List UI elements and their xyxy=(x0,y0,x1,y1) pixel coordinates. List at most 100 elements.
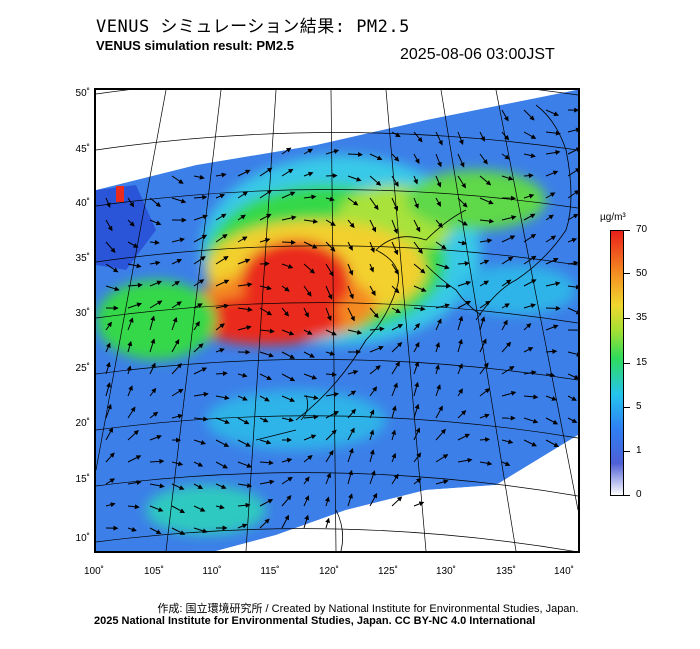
wind-arrow xyxy=(523,153,536,158)
wind-arrow xyxy=(259,479,275,485)
wind-arrow xyxy=(105,285,120,292)
wind-arrow xyxy=(369,241,375,253)
wind-arrow xyxy=(435,318,442,331)
wind-arrow xyxy=(105,403,112,419)
wind-arrow xyxy=(369,345,384,353)
wind-arrow xyxy=(171,461,184,467)
wind-arrow xyxy=(171,316,178,331)
wind-arrow xyxy=(347,285,354,300)
wind-arrow xyxy=(413,452,422,463)
wind-arrow xyxy=(435,405,443,419)
wind-arrow xyxy=(479,259,490,265)
wind-arrow xyxy=(325,429,337,441)
wind-arrow xyxy=(501,390,517,397)
wind-arrow xyxy=(215,323,225,331)
wind-arrow xyxy=(215,395,230,401)
wind-arrow xyxy=(193,439,207,445)
wind-arrow xyxy=(259,395,270,402)
wind-arrow xyxy=(545,170,559,177)
wind-arrow xyxy=(391,285,400,294)
lat-label-40: 40˚ xyxy=(75,198,90,209)
wind-arrow xyxy=(193,483,204,489)
wind-arrow xyxy=(325,149,340,155)
wind-arrow xyxy=(545,214,554,221)
wind-arrow xyxy=(413,341,420,353)
wind-arrow xyxy=(391,496,403,507)
wind-arrow xyxy=(567,351,578,357)
wind-arrow xyxy=(545,192,556,199)
wind-arrow xyxy=(413,381,420,397)
wind-arrow xyxy=(281,476,293,485)
wind-arrow xyxy=(391,153,400,162)
wind-arrow xyxy=(545,281,561,287)
wind-arrow xyxy=(127,480,142,486)
wind-arrow xyxy=(237,191,249,199)
wind-arrow xyxy=(545,439,560,448)
wind-arrow xyxy=(105,452,115,463)
wind-arrow xyxy=(105,321,112,331)
wind-arrow xyxy=(545,109,559,116)
wind-arrow xyxy=(369,429,375,441)
wind-arrow xyxy=(369,197,379,211)
wind-arrow xyxy=(523,233,537,243)
wind-arrow xyxy=(193,321,200,331)
wind-arrow xyxy=(303,148,314,155)
wind-arrow xyxy=(215,417,230,424)
colorbar-label-70: 70 xyxy=(636,224,648,235)
wind-arrow xyxy=(435,175,442,188)
wind-arrow xyxy=(347,369,359,375)
wind-arrow xyxy=(523,417,539,424)
wind-arrow xyxy=(545,348,558,354)
wind-arrow xyxy=(281,351,295,359)
wind-arrow xyxy=(303,285,312,297)
wind-arrow xyxy=(567,260,578,266)
wind-arrow xyxy=(259,439,272,445)
wind-arrow xyxy=(523,279,537,287)
wind-arrow xyxy=(237,461,253,468)
wind-arrow xyxy=(545,257,559,265)
wind-arrow xyxy=(259,213,272,221)
wind-arrow xyxy=(126,365,132,375)
wind-arrow xyxy=(105,219,113,232)
pm25-field xyxy=(96,90,578,551)
wind-arrow xyxy=(501,175,514,181)
wind-arrow xyxy=(215,439,230,447)
wind-arrow xyxy=(281,215,297,221)
wind-arrow xyxy=(457,131,464,146)
lat-label-35: 35˚ xyxy=(75,253,90,264)
wind-arrow xyxy=(325,449,334,463)
wind-arrow xyxy=(237,306,253,312)
wind-arrow xyxy=(413,197,419,209)
wind-arrow xyxy=(413,153,420,164)
wind-arrow xyxy=(281,307,290,317)
wind-arrow xyxy=(347,219,355,229)
wind-arrow xyxy=(347,493,353,507)
lat-label-30: 30˚ xyxy=(75,308,90,319)
wind-arrow xyxy=(127,385,133,397)
wind-arrow xyxy=(303,476,310,485)
wind-arrow xyxy=(501,256,514,265)
lon-label-140: 140˚ xyxy=(553,566,574,577)
wind-arrow xyxy=(259,307,273,316)
wind-arrow xyxy=(501,153,510,160)
wind-arrow xyxy=(347,263,354,276)
wind-arrow xyxy=(105,382,111,397)
wind-arrow xyxy=(193,527,208,534)
lat-label-15: 15˚ xyxy=(75,474,90,485)
wind-arrow xyxy=(369,175,382,186)
wind-arrow xyxy=(105,427,114,441)
wind-arrow xyxy=(281,168,294,177)
wind-arrow xyxy=(413,323,420,331)
wind-arrow xyxy=(369,285,376,296)
wind-arrow xyxy=(215,348,225,353)
wind-arrow xyxy=(127,241,139,248)
wind-arrow xyxy=(435,454,449,463)
wind-arrow xyxy=(523,323,532,331)
wind-arrow xyxy=(545,305,561,311)
wind-arrow xyxy=(457,240,467,246)
wind-arrow xyxy=(347,307,355,322)
wind-arrow xyxy=(149,240,160,245)
wind-arrow xyxy=(127,219,135,227)
colorbar-tick xyxy=(624,318,630,319)
wind-arrow xyxy=(149,260,161,266)
